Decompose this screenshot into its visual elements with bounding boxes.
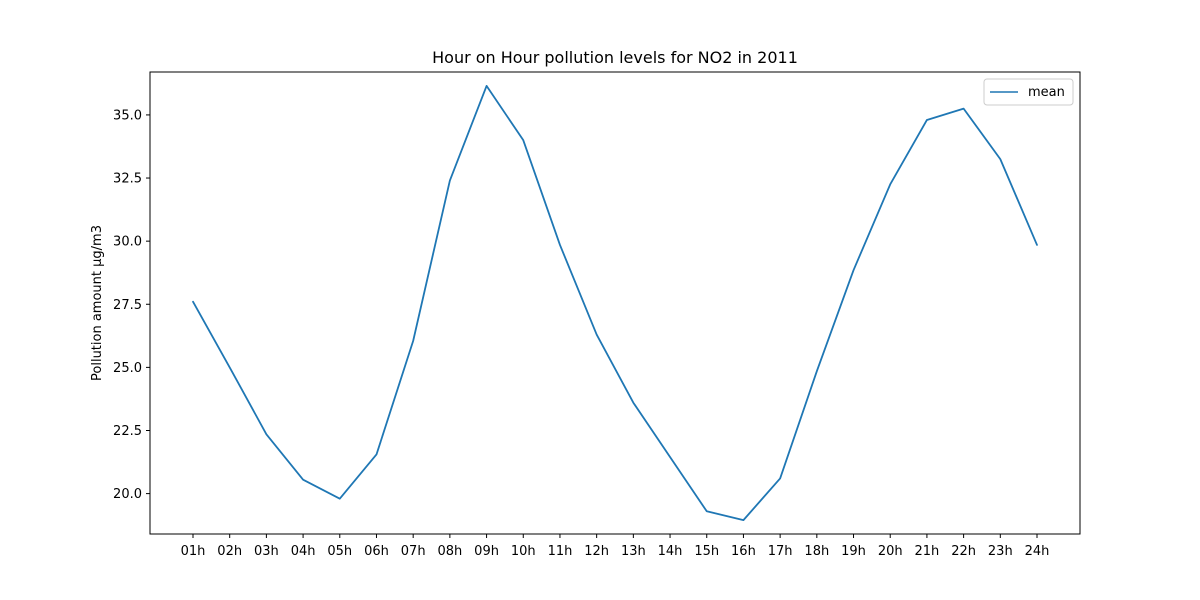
x-tick-label: 23h (988, 544, 1013, 559)
legend-label-mean: mean (1028, 85, 1065, 100)
legend: mean (983, 78, 1074, 106)
y-tick-label: 22.5 (113, 424, 142, 439)
x-tick-label: 12h (584, 544, 609, 559)
x-tick-label: 13h (621, 544, 646, 559)
x-tick-label: 24h (1025, 544, 1050, 559)
x-tick-label: 04h (291, 544, 316, 559)
x-tick-label: 08h (437, 544, 462, 559)
x-tick-label: 01h (181, 544, 206, 559)
x-tick-label: 02h (217, 544, 242, 559)
x-tick-label: 11h (548, 544, 573, 559)
x-tick-label: 20h (878, 544, 903, 559)
y-tick-label: 20.0 (113, 487, 142, 502)
x-tick-label: 05h (327, 544, 352, 559)
x-tick-label: 09h (474, 544, 499, 559)
x-tick-label: 21h (915, 544, 940, 559)
y-axis: 20.0 22.5 25.0 27.5 30.0 32.5 35.0 (113, 108, 150, 502)
y-tick-label: 25.0 (113, 361, 142, 376)
y-tick-label: 35.0 (113, 108, 142, 123)
x-tick-label: 14h (658, 544, 683, 559)
legend-box (983, 78, 1074, 106)
x-tick-label: 06h (364, 544, 389, 559)
x-tick-label: 03h (254, 544, 279, 559)
x-tick-label: 16h (731, 544, 756, 559)
x-tick-label: 19h (841, 544, 866, 559)
x-tick-label: 15h (694, 544, 719, 559)
x-tick-label: 17h (768, 544, 793, 559)
x-tick-label: 22h (951, 544, 976, 559)
x-tick-label: 07h (401, 544, 426, 559)
y-tick-label: 27.5 (113, 298, 142, 313)
y-tick-label: 30.0 (113, 235, 142, 250)
plot-series (192, 84, 1038, 522)
x-tick-label: 18h (804, 544, 829, 559)
plot-frame (149, 71, 1081, 535)
y-axis-label: Pollution amount µg/m3 (90, 225, 105, 381)
x-tick-label: 10h (511, 544, 536, 559)
y-tick-label: 32.5 (113, 172, 142, 187)
chart-title: Hour on Hour pollution levels for NO2 in… (432, 48, 798, 67)
series-line-mean (192, 84, 1038, 522)
x-axis: 01h 02h 03h 04h 05h 06h 07h 08h 09h 10h 11h 12h 13h 1… (181, 534, 1050, 559)
